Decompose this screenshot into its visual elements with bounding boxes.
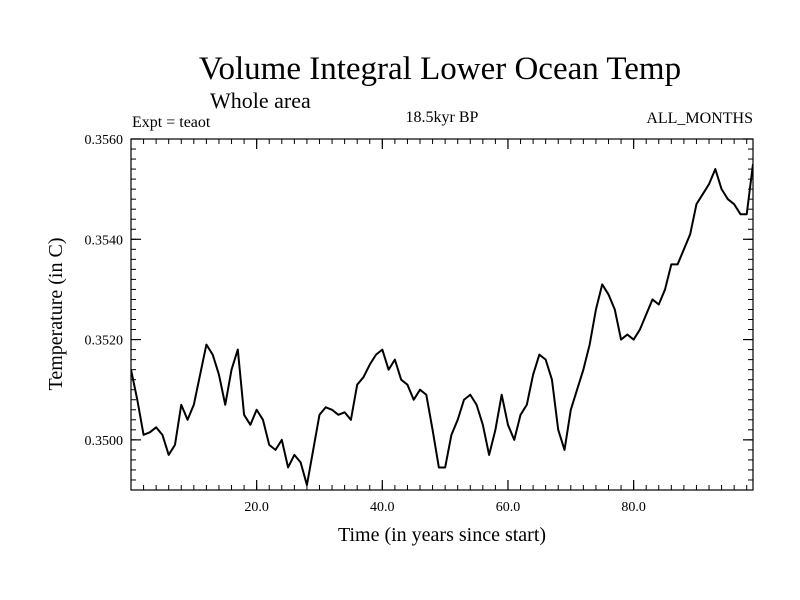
y-tick-label: 0.3500 xyxy=(85,434,124,449)
series-layer xyxy=(131,163,753,486)
y-tick-label: 0.3560 xyxy=(85,133,124,148)
axis-tick-labels: 20.0 40.0 60.0 80.0 0.3500 0.3520 0.3540 0.3560 xyxy=(85,133,646,515)
x-tick-label: 20.0 xyxy=(244,500,269,515)
y-tick-label: 0.3520 xyxy=(85,334,124,349)
experiment-label: Expt = teaot xyxy=(132,114,211,131)
series-line xyxy=(131,163,753,486)
plot-frame xyxy=(130,138,754,491)
x-tick-label: 40.0 xyxy=(370,500,395,515)
x-tick-label: 60.0 xyxy=(496,500,521,515)
x-axis-label: Time (in years since start) xyxy=(338,524,546,546)
months-label: ALL_MONTHS xyxy=(646,110,753,127)
period-label: 18.5kyr BP xyxy=(406,109,479,126)
chart-title: Volume Integral Lower Ocean Temp xyxy=(199,51,681,87)
chart-subtitle: Whole area xyxy=(210,88,311,113)
axis-ticks xyxy=(131,138,753,490)
x-tick-label: 80.0 xyxy=(621,500,646,515)
y-tick-label: 0.3540 xyxy=(85,233,124,248)
y-axis-label: Temperature (in C) xyxy=(45,238,67,391)
